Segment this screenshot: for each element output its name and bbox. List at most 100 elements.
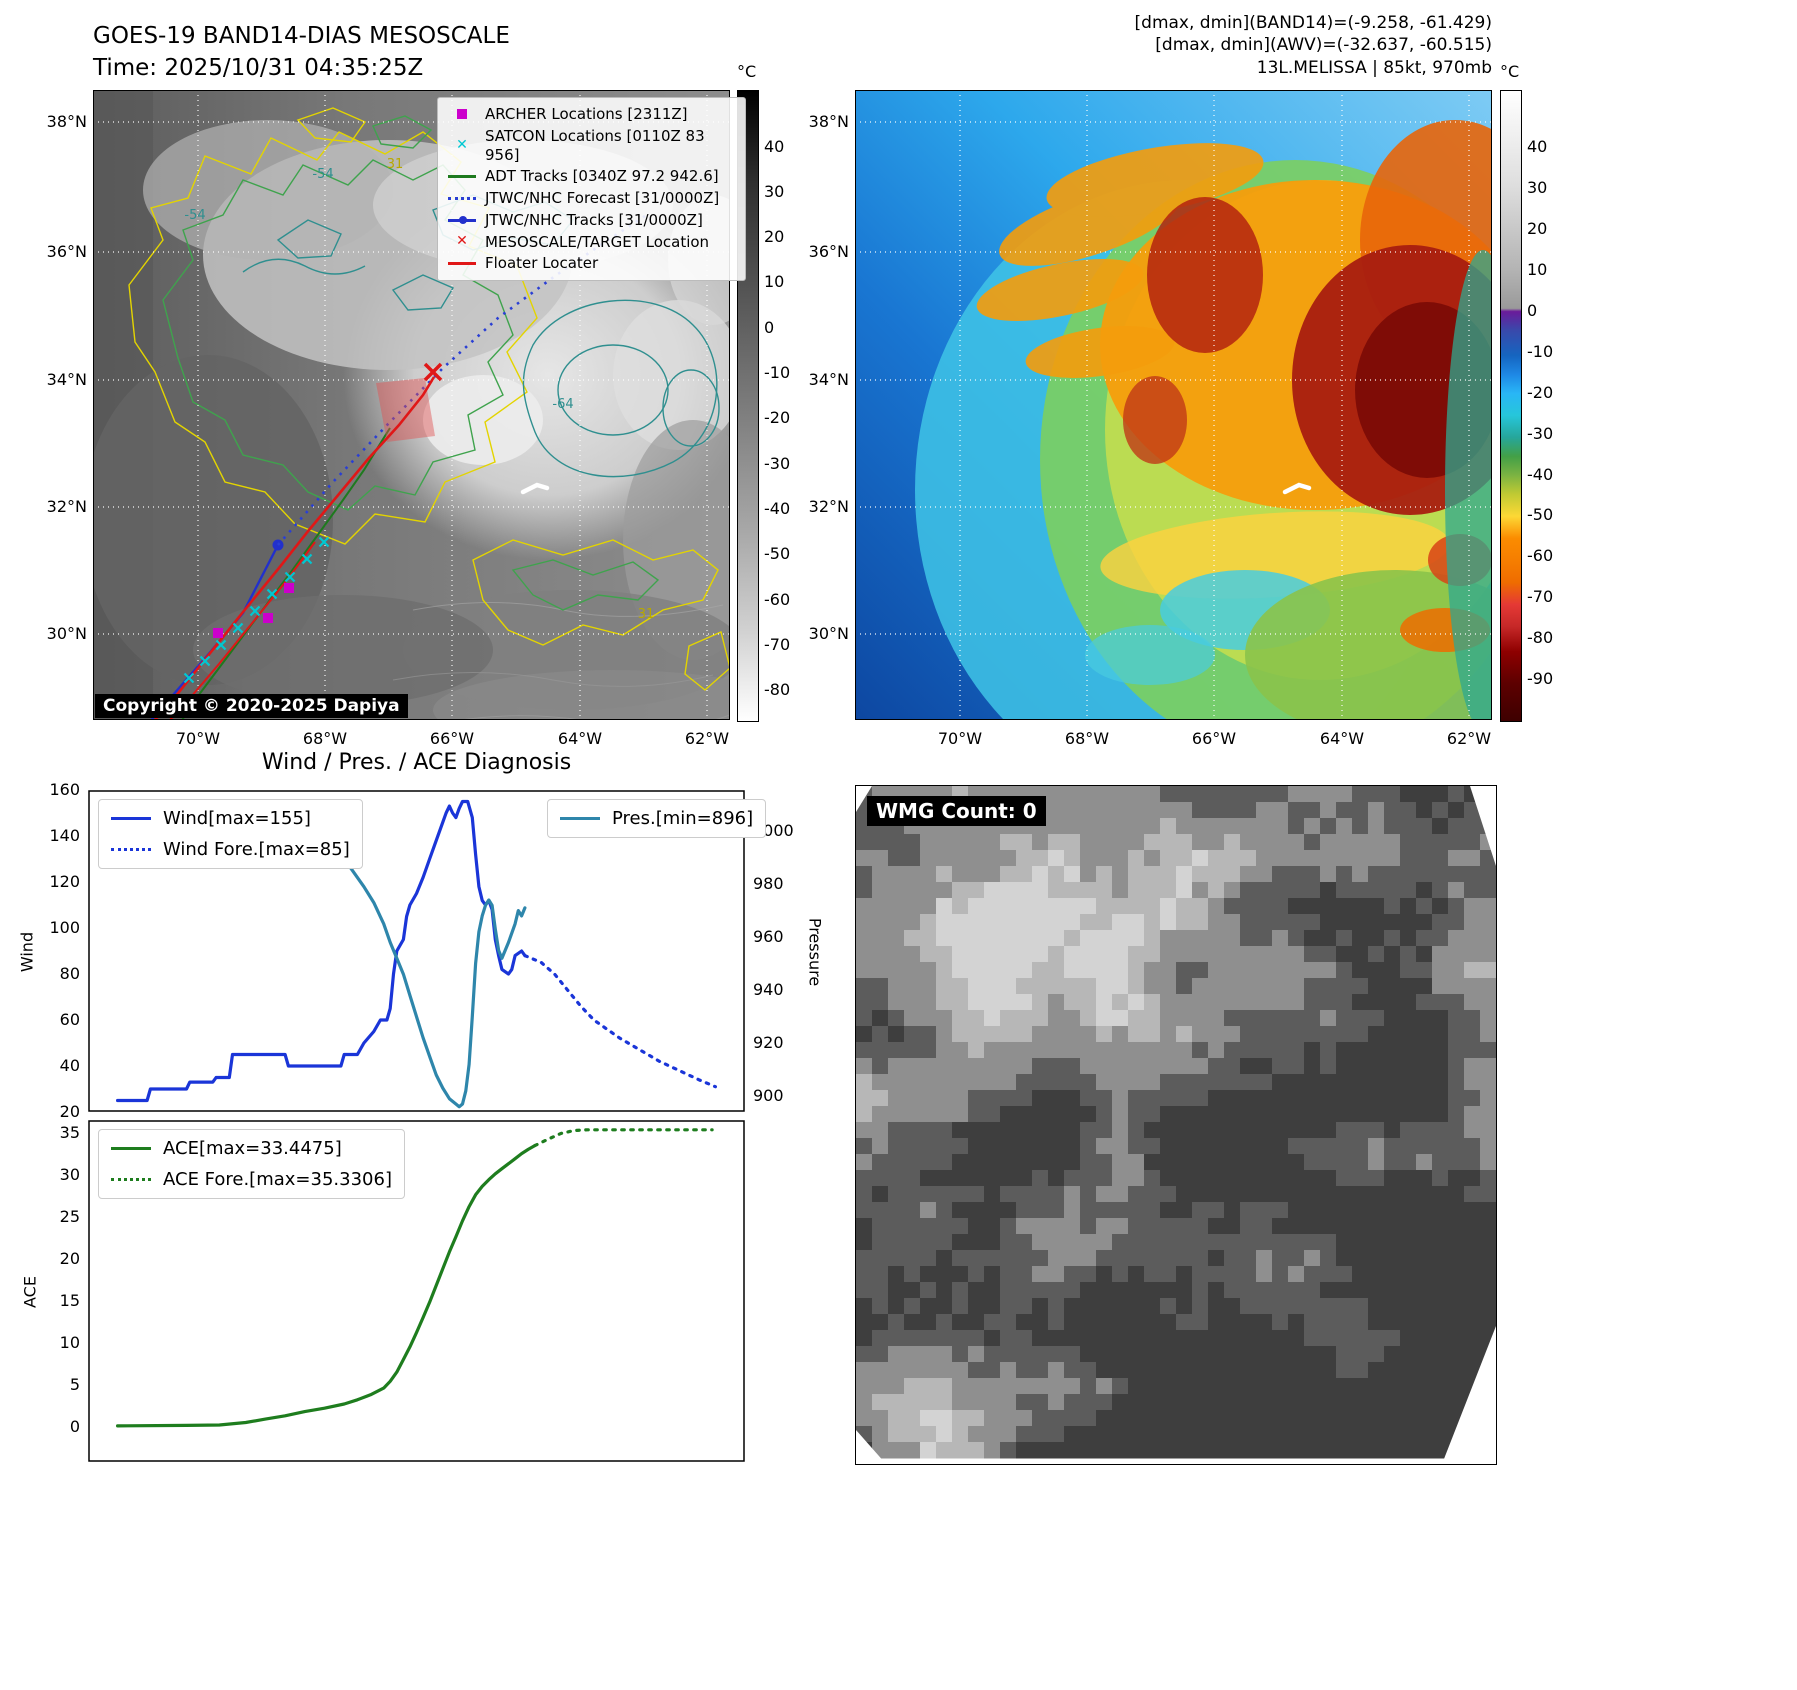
image-edge-wedge [856,786,872,812]
chart-tick-label: 40 [59,1056,80,1075]
red-x-icon [447,235,477,249]
colorbar-tick-label: 30 [764,181,785,201]
colorbar-tick-label: -30 [764,453,791,473]
legend-label: ACE Fore.[max=35.3306] [163,1169,392,1190]
map-legend: ARCHER Locations [2311Z] SATCON Locations… [437,97,746,281]
copyright-badge: Copyright © 2020-2025 Dapiya [95,694,408,718]
colorbar-tick-label: -80 [1527,628,1554,648]
mesoscale-domain-box [376,378,435,442]
lon-tick-label: 66°W [429,729,475,748]
chart-tick-label: 0 [69,1416,80,1436]
lon-tick-label: 64°W [1319,729,1365,748]
colorbar-tick-label: 30 [1527,178,1548,198]
colorbar-tick-label: -50 [1527,505,1554,525]
colorbar-tick-label: 10 [764,272,785,292]
lat-tick-label: 34°N [46,369,87,389]
lat-tick-label: 38°N [46,112,87,131]
satcon-marker [199,655,211,667]
legend-item: JTWC/NHC Tracks [31/0000Z] [447,211,736,230]
chart-tick-label: 15 [59,1290,80,1310]
legend-label: ACE[max=33.4475] [163,1138,342,1159]
satcon-marker [215,639,227,651]
legend-label: ADT Tracks [0340Z 97.2 942.6] [485,167,719,186]
chart-tick-label: 120 [49,872,80,891]
colorbar-unit-label: °C [737,62,757,81]
goes-title: GOES-19 BAND14-DIAS MESOSCALE Time: 2025… [93,20,510,84]
ace-axis-label: ACE [20,1276,40,1308]
goes-title-line1: GOES-19 BAND14-DIAS MESOSCALE [93,23,510,49]
lon-tick-label: 70°W [937,729,983,748]
colorbar-tick-label: -20 [1527,382,1554,402]
legend-item: ADT Tracks [0340Z 97.2 942.6] [447,167,736,186]
ace-forecast-line-icon [111,1178,151,1181]
storm-markers [183,362,443,684]
legend-label: Wind Fore.[max=85] [163,839,350,860]
colorbar-tick-label: 40 [764,136,785,156]
pressure-line-icon [560,817,600,820]
map-frame [93,90,730,720]
wind-forecast-line-icon [111,848,151,851]
series-wind-fore- [523,954,718,1089]
satcon-marker [249,605,261,617]
mesoscale-target-marker [423,362,443,382]
contour-label: -64 [552,397,573,412]
satcon-marker [232,622,244,634]
legend-item: Wind Fore.[max=85] [111,839,350,860]
legend-item: MESOSCALE/TARGET Location [447,233,736,252]
wind-legend: Wind[max=155] Wind Fore.[max=85] [98,799,363,869]
colorbar-tick-label: -50 [764,544,791,564]
colorbar-tick-label: -60 [1527,546,1554,566]
colorbar-tick-label: -20 [764,408,791,428]
pressure-legend: Pres.[min=896] [547,799,767,838]
colorbar-tick-label: 10 [1527,260,1548,279]
cyan-x-icon [447,139,477,153]
legend-label: Wind[max=155] [163,808,311,829]
lat-tick-label: 32°N [46,496,87,516]
chart-tick-label: 20 [59,1102,80,1121]
chart-tick-label: 960 [753,927,784,947]
satcon-marker [183,672,195,684]
archer-marker [213,628,223,638]
satcon-marker [284,571,296,583]
storm-id-intensity: 13L.MELISSA | 85kt, 970mb [1256,57,1492,78]
lon-tick-label: 66°W [1191,729,1237,748]
legend-label: SATCON Locations [0110Z 83 956] [485,126,705,164]
legend-label: JTWC/NHC Tracks [31/0000Z] [485,210,703,229]
chart-tick-label: 60 [59,1010,80,1029]
dmax-dmin-awv: [dmax, dmin](AWV)=(-32.637, -60.515) [1155,35,1492,56]
satcon-marker [318,536,330,548]
legend-item: ACE[max=33.4475] [111,1138,392,1159]
contour-label: 31 [638,607,655,622]
image-edge-wedge [1470,786,1496,866]
chart-tick-label: 940 [753,980,784,1000]
chart-tick-label: 160 [49,780,80,799]
ace-legend: ACE[max=33.4475] ACE Fore.[max=35.3306] [98,1129,405,1199]
legend-item: JTWC/NHC Forecast [31/0000Z] [447,189,736,208]
red-line-icon [447,257,477,271]
colorbar-tick-label: 0 [764,317,775,337]
contour-label: 31 [387,157,404,172]
lon-tick-label: 68°W [1064,729,1110,748]
legend-item: Floater Locater [447,254,736,273]
colorbar-tick-label: -30 [1527,423,1554,443]
lon-tick-label: 64°W [557,729,603,748]
magenta-square-icon [447,107,477,121]
ace-line-icon [111,1147,151,1150]
legend-item: Pres.[min=896] [560,808,753,829]
lat-tick-label: 32°N [808,496,849,516]
image-edge-wedge [856,1430,886,1464]
dmax-dmin-band14: [dmax, dmin](BAND14)=(-9.258, -61.429) [1134,13,1492,33]
colorbar-tick-label: 20 [764,227,785,247]
lon-tick-label: 70°W [175,729,221,748]
colorbar-tick-label: -90 [1527,669,1554,689]
colorbar-tick-label: -60 [764,589,791,609]
lat-tick-label: 30°N [808,624,849,643]
legend-item: SATCON Locations [0110Z 83 956] [447,127,736,165]
colorbar-tick-label: 20 [1527,219,1548,239]
series-ace [116,1144,537,1428]
wind-pressure-chart [88,790,745,1112]
chart-tick-label: 140 [49,826,80,845]
wmg-pixel-image [856,786,1496,1464]
colorbar-unit-label: °C [1500,62,1520,81]
series-ace-fore- [533,1128,714,1148]
